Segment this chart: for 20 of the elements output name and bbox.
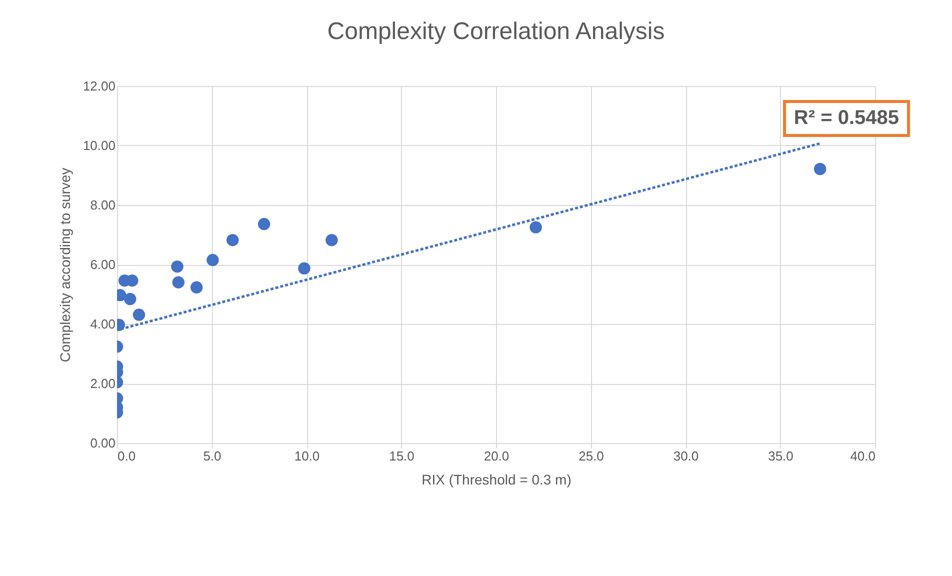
x-axis-title: RIX (Threshold = 0.3 m) xyxy=(422,472,572,488)
x-tick-label: 5.0 xyxy=(203,448,222,464)
x-tick-label: 40.0 xyxy=(850,448,876,464)
y-axis-title: Complexity according to survey xyxy=(56,168,73,362)
x-tick-label: 30.0 xyxy=(673,448,699,464)
y-tick-label: 10.00 xyxy=(82,138,116,153)
x-tick-label: 15.0 xyxy=(389,448,414,464)
x-tick-label: 25.0 xyxy=(578,448,604,464)
y-tick-label: 6.00 xyxy=(90,257,116,272)
y-tick-label: 4.00 xyxy=(90,316,116,332)
y-tick-label: 0.00 xyxy=(90,436,116,450)
x-tick-label: 35.0 xyxy=(768,448,794,464)
y-tick-label: 12.00 xyxy=(82,78,116,94)
x-tick-label: 10.0 xyxy=(294,448,320,464)
x-tick-label: 20.0 xyxy=(484,448,510,464)
y-tick-label: 8.00 xyxy=(90,198,116,212)
x-tick-label: 0.0 xyxy=(118,448,136,464)
annotation: R² = 0.5485 xyxy=(782,100,910,137)
chart-title: Complexity Correlation Analysis xyxy=(327,18,665,45)
y-tick-label: 2.00 xyxy=(90,376,116,391)
